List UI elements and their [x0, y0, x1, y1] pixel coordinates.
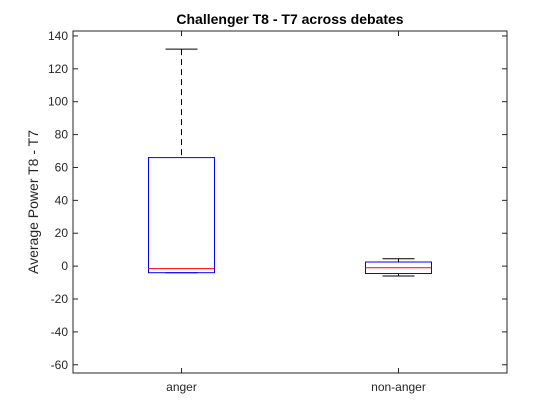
y-tick-label: 80 — [55, 128, 69, 142]
y-tick-label: 60 — [55, 160, 69, 174]
box-anger — [148, 48, 215, 274]
x-tick-label: non-anger — [371, 380, 426, 394]
y-axis-label: Average Power T8 - T7 — [25, 130, 41, 274]
y-tick-label: 120 — [48, 62, 68, 76]
plot-background — [73, 31, 507, 373]
tick-labels: -60 -40 -20 0 20 40 60 80 100 120 140 anger non-ange… — [48, 29, 426, 394]
y-tick-label: 140 — [48, 29, 68, 43]
chart-title: Challenger T8 - T7 across debates — [176, 11, 403, 27]
y-tick-label: 40 — [55, 193, 69, 207]
y-tick-label: 100 — [48, 95, 68, 109]
axes-box — [72, 30, 508, 374]
box-iqr — [148, 157, 215, 274]
y-tick-label: 0 — [61, 259, 68, 273]
y-tick-label: -40 — [51, 325, 69, 339]
y-tick-label: -20 — [51, 292, 69, 306]
box-non-anger — [365, 258, 432, 277]
x-tick-label: anger — [166, 380, 197, 394]
plot-marks — [148, 48, 432, 277]
y-tick-label: -60 — [51, 358, 69, 372]
y-tick-label: 20 — [55, 226, 69, 240]
axes-frame — [72, 30, 508, 374]
